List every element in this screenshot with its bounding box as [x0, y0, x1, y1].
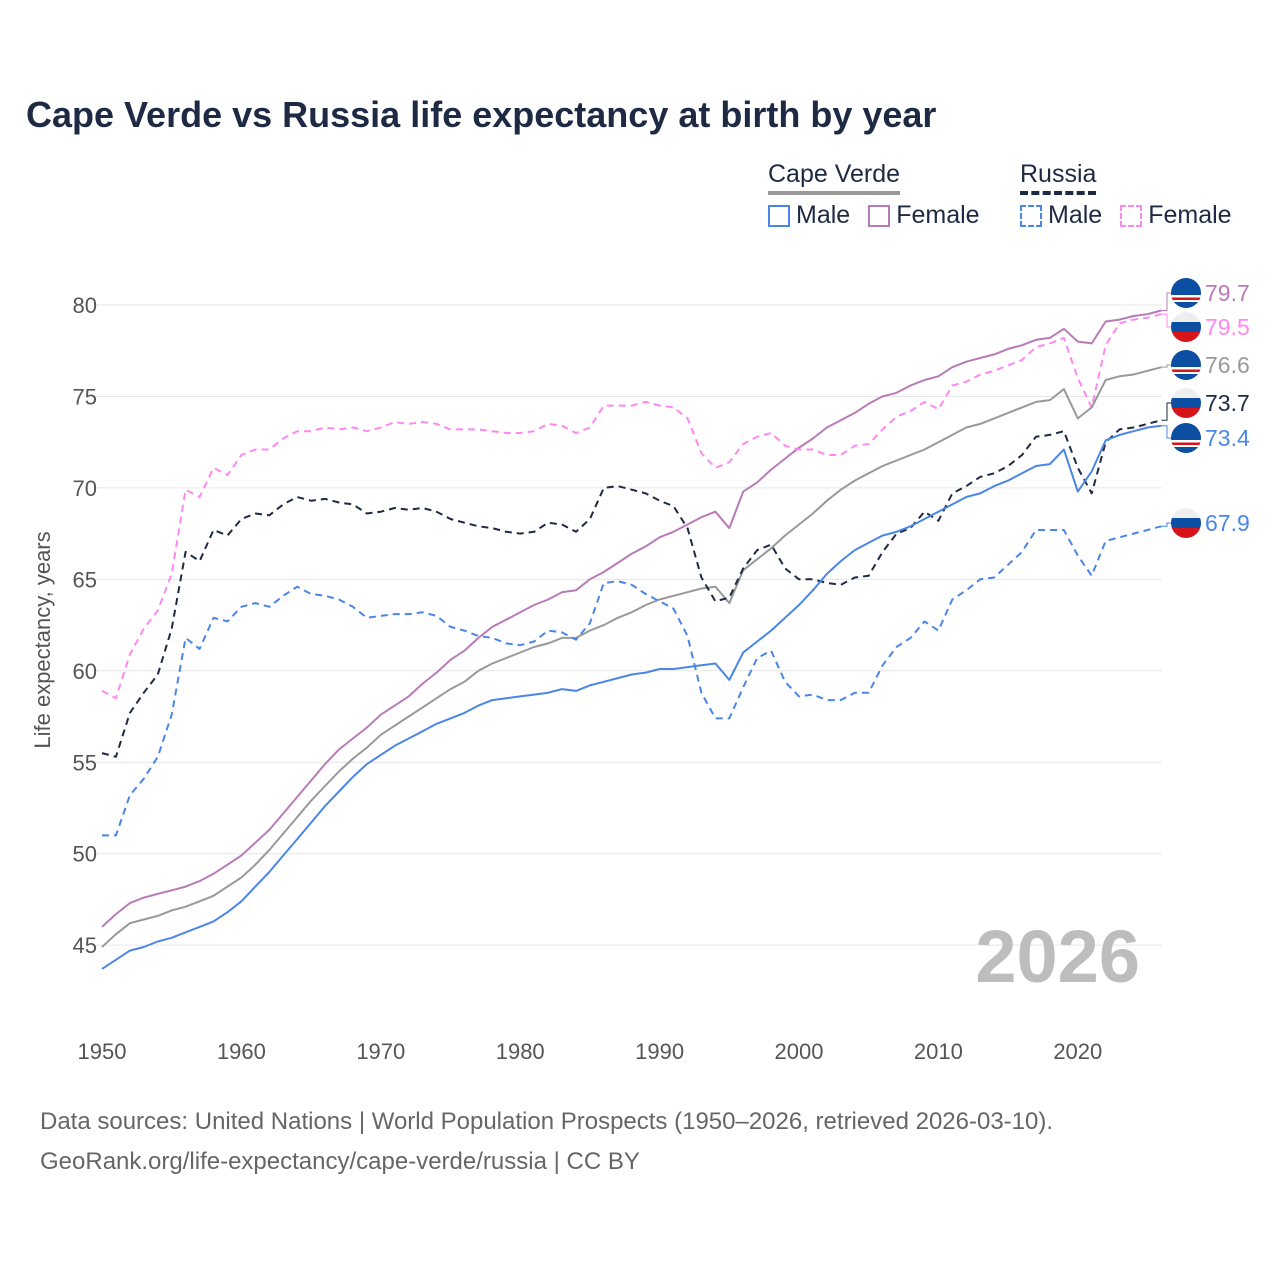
cape-verde-flag-icon [1171, 423, 1201, 453]
legend-label: Male [1048, 201, 1103, 229]
year-watermark: 2026 [975, 915, 1140, 998]
x-tick-label: 1950 [78, 1039, 127, 1064]
russia-flag-icon [1171, 508, 1201, 538]
y-tick-label: 70 [73, 476, 97, 501]
end-value-label: 79.7 [1205, 280, 1250, 306]
flag-stripe [1171, 423, 1201, 453]
flag-stripe [1171, 518, 1201, 528]
legend-label: Male [796, 201, 851, 229]
legend-item-ru-male[interactable]: Male [1020, 201, 1102, 230]
x-tick-label: 2000 [775, 1039, 824, 1064]
swatch-icon [868, 204, 891, 227]
swatch-icon [1020, 204, 1042, 227]
x-tick-label: 1980 [496, 1039, 545, 1064]
russia-flag-icon [1171, 388, 1201, 418]
end-value-label: 73.7 [1205, 390, 1250, 416]
flag-stripe [1171, 440, 1201, 447]
legend-item-ru-female[interactable]: Female [1120, 201, 1232, 230]
swatch-icon [1120, 204, 1143, 227]
footer-link[interactable]: GeoRank.org/life-expectancy/cape-verde/r… [40, 1148, 640, 1175]
flag-stripe [1171, 408, 1201, 418]
legend-group-title: Russia [1020, 160, 1097, 195]
flag-stripe [1171, 350, 1201, 380]
flag-stripe [1171, 297, 1201, 300]
flag-body [1171, 278, 1201, 308]
y-tick-label: 60 [73, 659, 97, 684]
russia-flag-icon [1171, 312, 1201, 342]
cape-verde-flag-icon [1171, 278, 1201, 308]
series-line-russia [101, 419, 1162, 758]
series-line-cape-verde-female [101, 309, 1162, 928]
flag-body [1171, 312, 1201, 342]
label-connector [1161, 292, 1172, 311]
y-tick-label: 50 [73, 842, 97, 867]
label-connector [1161, 425, 1172, 439]
cape-verde-flag-icon [1171, 350, 1201, 380]
flag-body [1171, 388, 1201, 418]
series-line-russia-male [102, 525, 1162, 837]
legend-russia: Russia Male Female [1020, 160, 1232, 230]
label-connector [1161, 402, 1172, 421]
y-tick-label: 75 [73, 384, 97, 409]
end-value-label: 79.5 [1205, 314, 1250, 340]
flag-stripe [1171, 508, 1201, 518]
legend-cape-verde: Cape Verde Male Female [768, 160, 980, 230]
x-tick-label: 1960 [217, 1039, 266, 1064]
flag-stripe [1171, 322, 1201, 332]
flag-stripe [1171, 295, 1201, 302]
swatch-icon [768, 204, 790, 227]
flag-body [1171, 508, 1201, 538]
flag-stripe [1171, 278, 1201, 308]
flag-stripe [1171, 312, 1201, 322]
y-tick-label: 55 [73, 750, 97, 775]
legend-label: Female [896, 201, 980, 229]
legend-group-title: Cape Verde [768, 160, 901, 195]
x-tick-label: 1990 [635, 1039, 684, 1064]
end-value-label: 76.6 [1205, 352, 1250, 378]
y-axis-label: Life expectancy, years [30, 531, 55, 748]
end-value-label: 73.4 [1205, 425, 1250, 451]
legend-item-cv-male[interactable]: Male [768, 201, 850, 230]
footer-sources: Data sources: United Nations | World Pop… [40, 1108, 1054, 1135]
x-tick-label: 2020 [1053, 1039, 1102, 1064]
x-tick-label: 1970 [356, 1039, 405, 1064]
flag-stripe [1171, 367, 1201, 374]
series-line-russia-female [101, 313, 1162, 700]
flag-stripe [1171, 442, 1201, 445]
flag-stripe [1171, 528, 1201, 538]
flag-body [1171, 350, 1201, 380]
label-connector [1161, 313, 1172, 328]
y-tick-label: 80 [73, 293, 97, 318]
end-value-label: 67.9 [1205, 510, 1250, 536]
y-tick-label: 45 [73, 933, 97, 958]
legend-label: Female [1148, 201, 1232, 229]
flag-stripe [1171, 388, 1201, 398]
flag-body [1171, 423, 1201, 453]
y-tick-label: 65 [73, 567, 97, 592]
legend-item-cv-female[interactable]: Female [868, 201, 980, 230]
series-line-cape-verde-male [101, 424, 1162, 970]
label-connector [1161, 364, 1172, 368]
series-line-cape-verde [101, 366, 1162, 948]
label-connector [1161, 522, 1172, 527]
flag-stripe [1171, 369, 1201, 372]
flag-stripe [1171, 332, 1201, 342]
chart-title: Cape Verde vs Russia life expectancy at … [26, 94, 937, 135]
x-tick-label: 2010 [914, 1039, 963, 1064]
flag-stripe [1171, 398, 1201, 408]
